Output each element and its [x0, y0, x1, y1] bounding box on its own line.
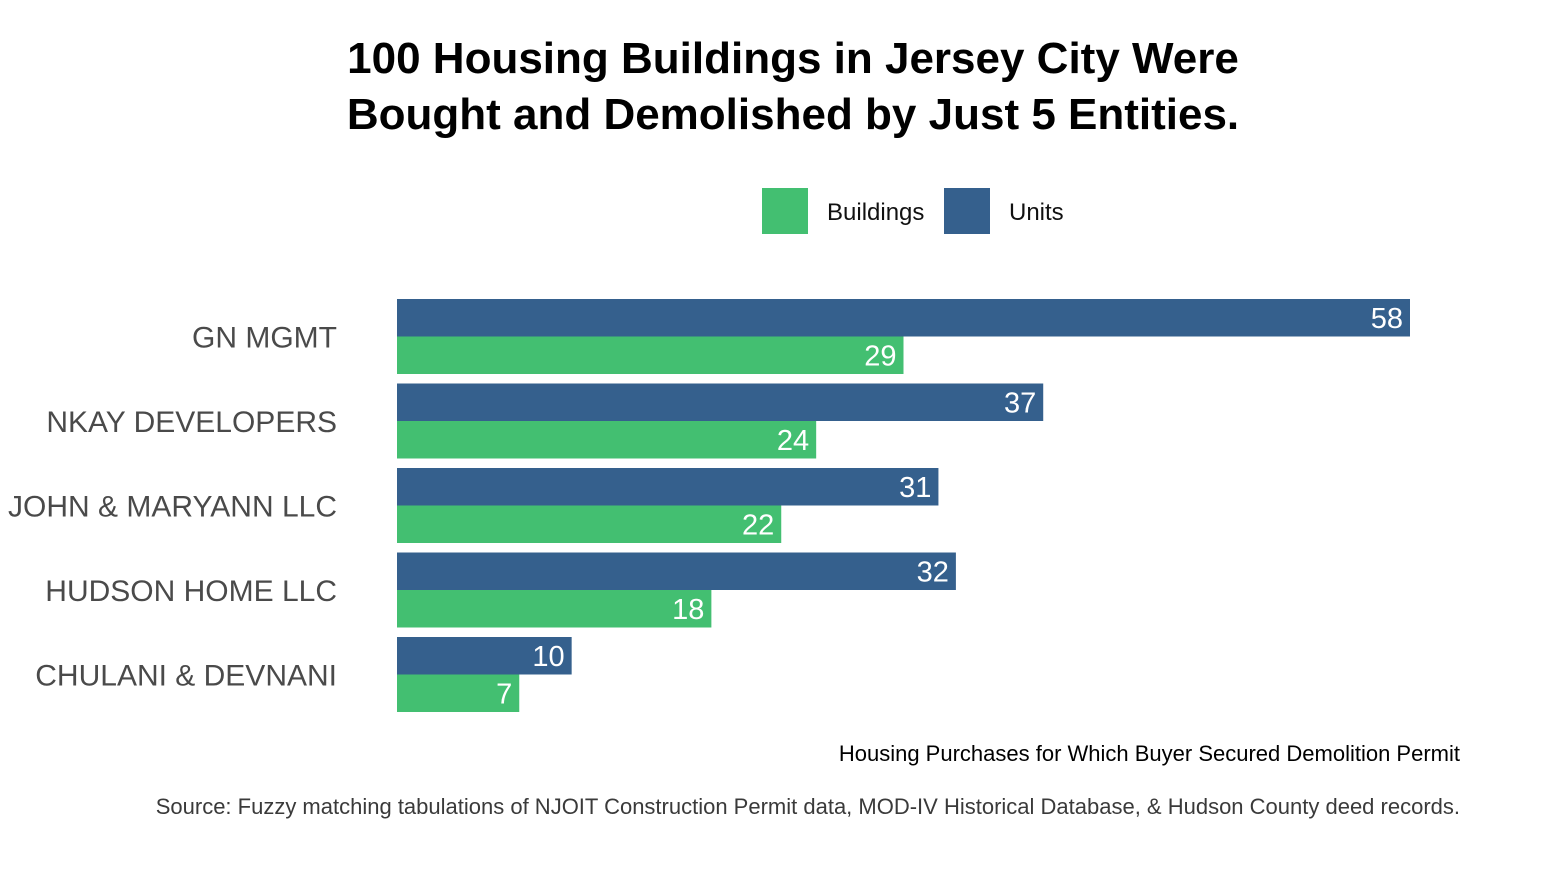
bar-units-gn-mgmt [397, 299, 1410, 337]
bar-units-chulani-and-devnani [397, 637, 572, 675]
legend-label-buildings: Buildings [827, 199, 924, 226]
category-label-nkay-developers: NKAY DEVELOPERS [46, 406, 337, 439]
value-label-units-chulani-and-devnani: 10 [532, 641, 564, 673]
bar-units-hudson-home-llc [397, 552, 956, 590]
legend-label-units: Units [1009, 199, 1064, 226]
source-note: Source: Fuzzy matching tabulations of NJ… [156, 794, 1460, 819]
x-axis-caption: Housing Purchases for Which Buyer Secure… [839, 741, 1460, 766]
bar-buildings-nkay-developers [397, 421, 817, 459]
value-label-buildings-gn-mgmt: 29 [864, 340, 896, 372]
chart-title-line-2: Bought and Demolished by Just 5 Entities… [347, 90, 1239, 139]
value-label-buildings-chulani-and-devnani: 7 [496, 678, 512, 710]
bar-buildings-chulani-and-devnani [397, 674, 520, 712]
bar-units-john-and-maryann-llc [397, 468, 939, 506]
value-label-buildings-hudson-home-llc: 18 [672, 594, 704, 626]
bar-buildings-hudson-home-llc [397, 590, 712, 628]
value-label-units-gn-mgmt: 58 [1371, 303, 1403, 335]
bar-buildings-john-and-maryann-llc [397, 505, 782, 543]
value-labels: 58 29 37 24 31 22 32 18 10 7 [496, 303, 1403, 711]
value-label-units-hudson-home-llc: 32 [917, 556, 949, 588]
bar-units-nkay-developers [397, 383, 1044, 421]
legend-swatch-units [944, 188, 990, 234]
value-label-buildings-nkay-developers: 24 [777, 425, 809, 457]
bars [397, 299, 1410, 712]
category-label-hudson-home-llc: HUDSON HOME LLC [45, 575, 337, 608]
bar-buildings-gn-mgmt [397, 336, 904, 374]
category-label-gn-mgmt: GN MGMT [192, 322, 337, 355]
category-label-john-and-maryann-llc: JOHN & MARYANN LLC [8, 491, 337, 524]
legend: Buildings Units [762, 188, 1064, 234]
value-label-buildings-john-and-maryann-llc: 22 [742, 509, 774, 541]
value-label-units-john-and-maryann-llc: 31 [899, 472, 931, 504]
legend-swatch-buildings [762, 188, 808, 234]
category-labels: GN MGMT NKAY DEVELOPERS JOHN & MARYANN LLC… [8, 322, 337, 693]
category-label-chulani-and-devnani: CHULANI & DEVNANI [35, 660, 337, 693]
value-label-units-nkay-developers: 37 [1004, 387, 1036, 419]
chart-title-line-1: 100 Housing Buildings in Jersey City Wer… [347, 34, 1239, 83]
